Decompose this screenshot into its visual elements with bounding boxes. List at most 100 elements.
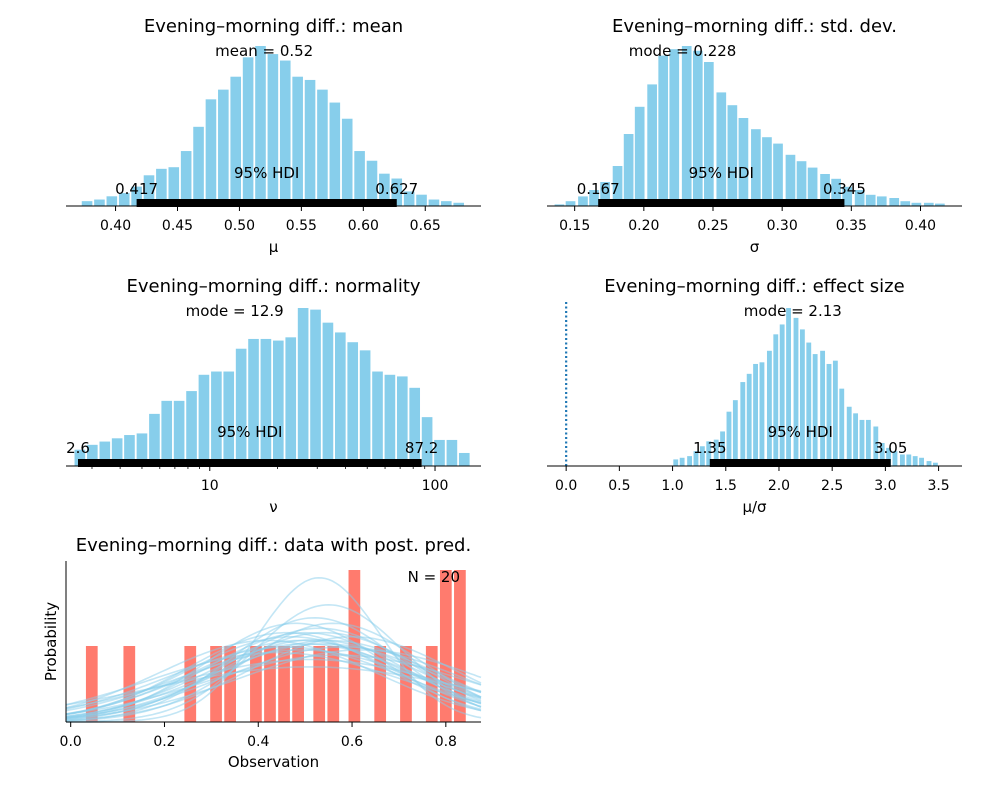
- x-tick-label: 0.0: [60, 734, 82, 750]
- histogram-bar: [186, 391, 197, 466]
- histogram-bar: [879, 442, 885, 466]
- hdi-text: 95% HDI: [234, 164, 299, 182]
- histogram-bar: [235, 348, 247, 466]
- histogram-bar: [111, 438, 123, 466]
- data-bar: [454, 570, 466, 722]
- x-tick-label: 0.8: [435, 734, 457, 750]
- histogram-bar: [81, 201, 93, 206]
- histogram-bar: [793, 317, 799, 466]
- histogram-bar: [578, 196, 588, 206]
- hdi-low-label: 2.6: [66, 439, 90, 457]
- histogram-bar: [820, 350, 826, 466]
- x-tick-label: 0.40: [100, 218, 131, 234]
- panel-title: Evening–morning diff.: mean: [144, 16, 403, 37]
- data-bar: [123, 646, 136, 722]
- hdi-high-label: 87.2: [405, 439, 438, 457]
- panel-normality: Evening–morning diff.: normality 95% HDI 2…: [66, 276, 481, 516]
- panel-title: Evening–morning diff.: data with post. p…: [76, 535, 471, 556]
- histogram-bar: [865, 419, 871, 466]
- x-tick-label: 1.5: [715, 478, 737, 494]
- histogram-bar: [889, 198, 900, 206]
- panel-title: Evening–morning diff.: std. dev.: [612, 16, 897, 37]
- x-tick-label: 0.45: [162, 218, 193, 234]
- histogram-bar: [842, 186, 853, 206]
- histogram-bar: [131, 186, 142, 206]
- data-bar: [278, 646, 290, 722]
- histogram-bar: [623, 134, 634, 206]
- histogram-bar: [304, 79, 316, 206]
- x-tick-label: 3.0: [874, 478, 896, 494]
- histogram-bar: [124, 435, 135, 466]
- hdi-bar: [709, 459, 891, 467]
- histogram-bar: [796, 161, 807, 206]
- histogram-bar: [785, 154, 796, 206]
- histogram-bar: [926, 461, 932, 466]
- histogram-bar: [773, 143, 783, 206]
- histogram-bar: [446, 439, 458, 466]
- pp-curve: [65, 622, 482, 720]
- histogram-bar: [759, 362, 765, 466]
- histogram-bar: [329, 102, 341, 206]
- histogram-bar: [248, 338, 259, 466]
- data-bar: [250, 646, 262, 722]
- panel-mean: Evening–morning diff.: mean 95% HDI 0.417 0…: [66, 16, 481, 256]
- panel-sd: Evening–morning diff.: std. dev. 95% HDI 0…: [547, 16, 962, 256]
- x-tick-label: 100: [422, 478, 449, 494]
- x-tick-label: 0.50: [224, 218, 255, 234]
- x-tick-label: 0.40: [905, 218, 936, 234]
- histogram-bar: [441, 201, 452, 206]
- data-bar: [292, 646, 304, 722]
- x-tick-label: 3.5: [927, 478, 949, 494]
- data-bar: [224, 646, 236, 722]
- y-axis-label: Probability: [42, 602, 60, 681]
- histogram-bar: [94, 199, 105, 206]
- histogram-bar: [762, 137, 772, 206]
- data-bar: [327, 646, 340, 722]
- histogram-bar: [704, 62, 714, 206]
- histogram-bar: [260, 338, 272, 466]
- histogram-bar: [168, 167, 180, 206]
- histogram-bar: [892, 451, 898, 466]
- histogram-bar: [379, 173, 390, 206]
- x-axis-label: Observation: [228, 753, 319, 771]
- histogram-bar: [932, 462, 938, 466]
- histogram-bar: [565, 201, 576, 206]
- histogram-bar: [716, 92, 727, 206]
- x-axis-label: μ: [269, 238, 279, 256]
- panel-title: Evening–morning diff.: normality: [126, 276, 420, 297]
- histogram-bar: [434, 439, 445, 466]
- histogram-bar: [706, 441, 712, 466]
- pp-curve: [65, 639, 482, 712]
- histogram-bar: [699, 446, 705, 466]
- histogram-bars: [673, 308, 938, 466]
- n-label: N = 20: [408, 568, 460, 586]
- x-tick-label: 10: [201, 478, 219, 494]
- histogram-bar: [786, 308, 791, 466]
- histogram-bar: [779, 324, 785, 466]
- histogram-bar: [292, 76, 303, 207]
- histogram-bar: [372, 371, 383, 466]
- panel-effect: Evening–morning diff.: effect size 95% HD…: [547, 276, 962, 516]
- pp-curve: [65, 654, 482, 715]
- pp-curve: [65, 649, 482, 719]
- histogram-bar: [713, 439, 719, 466]
- histogram-bar: [865, 194, 876, 206]
- histogram-bar: [873, 426, 879, 466]
- histogram-bar: [205, 99, 217, 206]
- pp-curve: [65, 666, 482, 706]
- histogram-bar: [766, 350, 772, 466]
- x-tick-label: 0.60: [348, 218, 379, 234]
- stat-label: mode = 0.228: [629, 42, 737, 60]
- histogram-bar: [458, 452, 470, 466]
- pp-curve: [66, 603, 482, 723]
- histogram-bar: [832, 360, 838, 466]
- histogram-bar: [600, 182, 610, 206]
- hdi-text: 95% HDI: [217, 423, 282, 441]
- histogram-bar: [396, 376, 408, 466]
- histogram-bar: [554, 204, 565, 206]
- histogram-bar: [839, 388, 845, 466]
- histogram-bar: [285, 337, 297, 466]
- histogram-bar: [267, 54, 279, 206]
- histogram-bar: [74, 449, 86, 466]
